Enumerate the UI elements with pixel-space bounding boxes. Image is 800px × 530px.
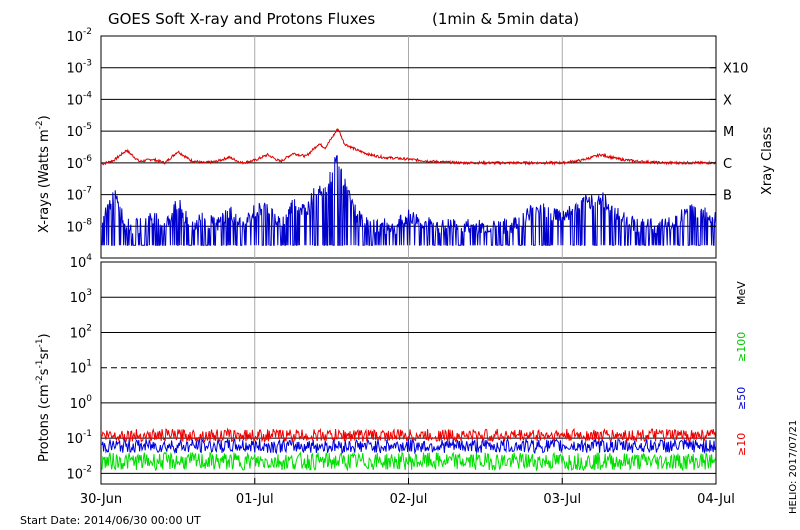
legend-ge100: ≥100 <box>735 332 748 362</box>
xray-class-axis-label: Xray Class <box>760 127 775 195</box>
helio-credit: HELIO: 2017/07/21 <box>788 420 799 514</box>
xray-class-label: B <box>723 189 732 204</box>
xray-y-tick-label: 10-6 <box>66 154 92 172</box>
proton-y-tick-label: 10-2 <box>66 464 92 482</box>
proton-y-label: Protons (cm-2s-1sr-1) <box>35 333 52 462</box>
proton-y-tick-label: 101 <box>70 359 92 377</box>
proton-series <box>101 427 717 444</box>
xray-y-label: X-rays (Watts m-2) <box>35 115 52 233</box>
proton-y-tick-label: 103 <box>70 288 92 306</box>
mev-label: MeV <box>735 281 748 305</box>
xray-long-wavelength-series <box>101 127 717 166</box>
xray-y-tick-label: 10-5 <box>66 122 92 140</box>
xray-class-label: C <box>723 157 732 172</box>
xray-class-label: M <box>723 125 734 140</box>
proton-y-tick-label: 102 <box>70 323 92 341</box>
x-tick-label: 30-Jun <box>80 492 122 507</box>
xray-class-label: X10 <box>723 62 748 77</box>
legend-ge50: ≥50 <box>735 387 748 410</box>
xray-y-tick-label: 10-2 <box>66 27 92 45</box>
x-tick-label: 01-Jul <box>236 492 274 507</box>
xray-y-tick-label: 10-3 <box>66 59 92 77</box>
xray-y-tick-label: 10-7 <box>66 186 92 204</box>
xray-class-label: X <box>723 93 732 108</box>
xray-y-tick-label: 10-4 <box>66 90 92 108</box>
x-tick-label: 04-Jul <box>697 492 735 507</box>
chart-subtitle: (1min & 5min data) <box>432 10 579 28</box>
xray-short-wavelength-series <box>101 155 717 246</box>
x-tick-label: 03-Jul <box>543 492 581 507</box>
proton-y-tick-label: 10-1 <box>66 429 92 447</box>
legend-ge10: ≥10 <box>735 433 748 456</box>
chart-title: GOES Soft X-ray and Protons Fluxes <box>108 10 375 28</box>
proton-y-tick-label: 100 <box>70 394 93 412</box>
x-tick-label: 02-Jul <box>390 492 428 507</box>
proton-y-tick-label: 104 <box>70 253 93 271</box>
start-date: Start Date: 2014/06/30 00:00 UT <box>20 514 201 527</box>
xray-y-tick-label: 10-8 <box>66 217 92 235</box>
proton-series <box>101 451 717 472</box>
proton-series <box>101 437 717 455</box>
